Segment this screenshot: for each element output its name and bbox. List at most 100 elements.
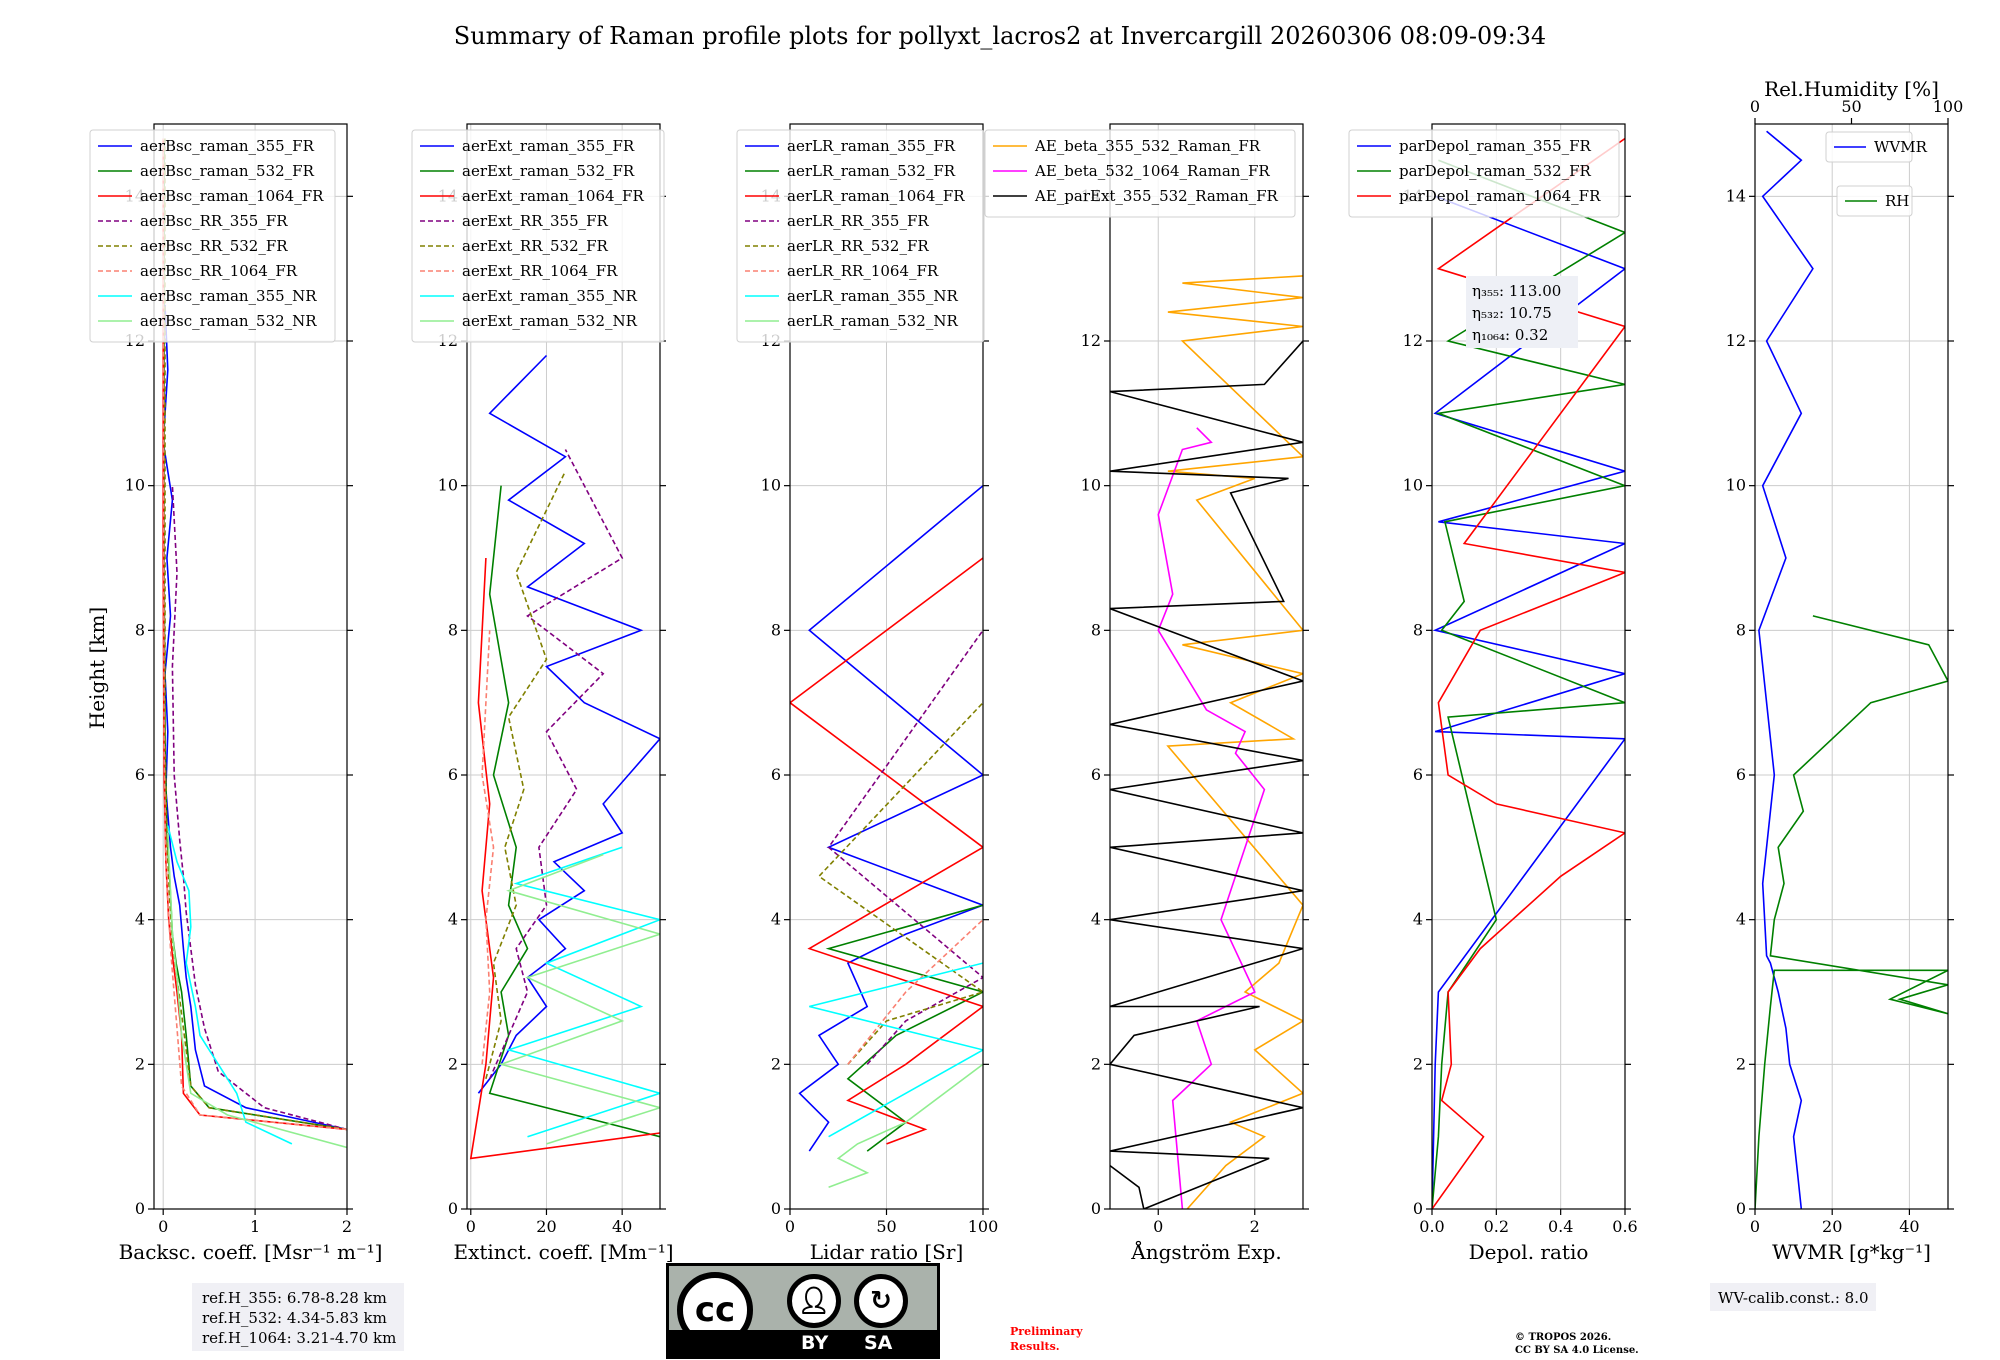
x-tick-label: 100 bbox=[968, 1217, 999, 1236]
top-axis-label: Rel.Humidity [%] bbox=[1764, 77, 1939, 101]
x-tick-label: 0 bbox=[158, 1217, 168, 1236]
series-aerLR_raman_532_NR bbox=[828, 1063, 983, 1189]
top-tick-label: 0 bbox=[1750, 97, 1760, 116]
panel-ext: 0246810121402040Extinct. coeff. [Mm⁻¹]ae… bbox=[411, 123, 674, 1264]
license-bar bbox=[669, 1330, 937, 1356]
panel-bsc: 02468101214012Backsc. coeff. [Msr⁻¹ m⁻¹]… bbox=[89, 123, 383, 1264]
y-tick-label: 10 bbox=[438, 476, 458, 495]
y-tick-label: 2 bbox=[135, 1054, 145, 1073]
share-alike-icon: ↻ bbox=[854, 1274, 908, 1328]
copyright-line-2: CC BY SA 4.0 License. bbox=[1515, 1345, 1639, 1356]
legend-label: aerLR_raman_355_FR bbox=[787, 137, 956, 155]
x-tick-label: 40 bbox=[612, 1217, 632, 1236]
legend-label: aerLR_RR_532_FR bbox=[787, 237, 929, 255]
legend-bsc: aerBsc_raman_355_FR aerBsc_raman_532_FRae… bbox=[89, 129, 336, 343]
legend-lr: aerLR_raman_355_FR aerLR_raman_532_FR aerL… bbox=[736, 129, 985, 343]
y-tick-label: 4 bbox=[135, 910, 145, 929]
y-axis-label: Height [km] bbox=[85, 607, 109, 729]
legend-wv: WVMR RH bbox=[1825, 131, 1928, 217]
axes-frame bbox=[153, 123, 348, 1210]
legend-label: parDepol_raman_1064_FR bbox=[1399, 187, 1601, 205]
series-WVMR bbox=[1758, 130, 1814, 1209]
y-tick-label: 8 bbox=[1736, 620, 1746, 639]
preliminary-line-2: Results. bbox=[1010, 1340, 1060, 1353]
figure-title: Summary of Raman profile plots for polly… bbox=[454, 22, 1546, 50]
legend-label: aerBsc_raman_1064_FR bbox=[140, 187, 324, 205]
x-axis-label: Backsc. coeff. [Msr⁻¹ m⁻¹] bbox=[119, 1240, 383, 1264]
axes-frame bbox=[1109, 123, 1304, 1210]
legend-label: aerBsc_RR_532_FR bbox=[140, 237, 288, 255]
legend-box bbox=[411, 129, 665, 343]
y-tick-label: 10 bbox=[1081, 476, 1101, 495]
legend-label: aerLR_raman_1064_FR bbox=[787, 187, 965, 205]
y-tick-label: 2 bbox=[1413, 1054, 1423, 1073]
series-aerLR_RR_532_FR bbox=[817, 702, 983, 1065]
axes-frame bbox=[1754, 123, 1949, 1210]
series-aerLR_raman_355_NR bbox=[809, 962, 983, 1138]
series-parDepol_raman_1064_FR bbox=[1432, 137, 1625, 1209]
legend-label: aerLR_RR_1064_FR bbox=[787, 262, 939, 280]
series-AE_parExt_355_532_Raman_FR bbox=[1110, 340, 1303, 1209]
x-axis-label: Depol. ratio bbox=[1469, 1240, 1589, 1264]
x-tick-label: 20 bbox=[536, 1217, 556, 1236]
series-parDepol_raman_532_FR bbox=[1432, 159, 1625, 1209]
panel-ae: 0246810121402Ångström Exp.AE_beta_355_53… bbox=[984, 123, 1309, 1264]
legend-label: aerExt_RR_532_FR bbox=[462, 237, 609, 255]
series-aerLR_raman_355_FR bbox=[798, 485, 983, 1152]
series-AE_beta_355_532_Raman_FR bbox=[1166, 275, 1303, 1209]
series-aerBsc_RR_532_FR bbox=[164, 138, 347, 1131]
x-tick-label: 0.4 bbox=[1548, 1217, 1573, 1236]
legend-label: AE_beta_355_532_Raman_FR bbox=[1034, 137, 1261, 155]
x-tick-label: 50 bbox=[876, 1217, 896, 1236]
eta-value: η₃₅₅: 113.00 bbox=[1472, 282, 1561, 300]
preliminary-line-1: Preliminary bbox=[1010, 1325, 1083, 1338]
series-aerExt_RR_1064_FR bbox=[481, 630, 495, 1065]
y-tick-label: 2 bbox=[771, 1054, 781, 1073]
y-tick-label: 10 bbox=[1726, 476, 1746, 495]
series-aerLR_raman_1064_FR bbox=[790, 557, 983, 1145]
series-aerExt_raman_532_NR bbox=[498, 853, 660, 1145]
series-aerBsc_raman_355_NR bbox=[167, 825, 293, 1145]
ref-h-532: ref.H_532: 4.34-5.83 km bbox=[202, 1309, 387, 1327]
y-tick-label: 8 bbox=[771, 620, 781, 639]
y-tick-label: 0 bbox=[135, 1199, 145, 1218]
legend-label: AE_parExt_355_532_Raman_FR bbox=[1034, 187, 1279, 205]
top-tick-label: 50 bbox=[1841, 97, 1861, 116]
legend-label: aerBsc_raman_355_NR bbox=[140, 287, 317, 305]
y-tick-label: 2 bbox=[1736, 1054, 1746, 1073]
y-tick-label: 8 bbox=[1091, 620, 1101, 639]
legend-label: aerBsc_RR_355_FR bbox=[140, 212, 288, 230]
y-tick-label: 12 bbox=[1081, 331, 1101, 350]
x-tick-label: 2 bbox=[1250, 1217, 1260, 1236]
license-badge[interactable]: cc 👤︎ ↻ BY SA bbox=[666, 1263, 940, 1359]
y-tick-label: 8 bbox=[448, 620, 458, 639]
x-axis-label: Ångström Exp. bbox=[1130, 1239, 1281, 1264]
legend-label: aerBsc_raman_355_FR bbox=[140, 137, 315, 155]
x-tick-label: 20 bbox=[1822, 1217, 1842, 1236]
legend-box bbox=[736, 129, 985, 343]
legend-ext: aerExt_raman_355_FR aerExt_raman_532_FRae… bbox=[411, 129, 665, 343]
series-aerBsc_raman_355_FR bbox=[162, 304, 347, 1131]
y-tick-label: 4 bbox=[1736, 910, 1746, 929]
legend-label: aerExt_RR_355_FR bbox=[462, 212, 609, 230]
series-aerBsc_raman_1064_FR bbox=[162, 138, 347, 1131]
series-aerExt_raman_355_NR bbox=[505, 846, 660, 1138]
x-axis-label: Lidar ratio [Sr] bbox=[810, 1240, 964, 1264]
legend-label: aerBsc_raman_532_FR bbox=[140, 162, 315, 180]
panel-lr: 02468101214050100Lidar ratio [Sr]aerLR_r… bbox=[736, 123, 999, 1264]
legend-label: parDepol_raman_532_FR bbox=[1399, 162, 1592, 180]
legend-label: parDepol_raman_355_FR bbox=[1399, 137, 1592, 155]
legend-label: aerLR_raman_355_NR bbox=[787, 287, 958, 305]
y-tick-label: 0 bbox=[1413, 1199, 1423, 1218]
legend-label: aerExt_raman_532_FR bbox=[462, 162, 635, 180]
y-tick-label: 0 bbox=[771, 1199, 781, 1218]
series-aerBsc_raman_532_NR bbox=[167, 832, 347, 1149]
legend-box bbox=[89, 129, 336, 343]
x-tick-label: 0 bbox=[1153, 1217, 1163, 1236]
ref-h-1064: ref.H_1064: 3.21-4.70 km bbox=[202, 1329, 396, 1347]
series-aerExt_RR_532_FR bbox=[485, 470, 567, 1080]
y-tick-label: 6 bbox=[448, 765, 458, 784]
axes-frame bbox=[466, 123, 661, 1210]
x-tick-label: 0 bbox=[785, 1217, 795, 1236]
